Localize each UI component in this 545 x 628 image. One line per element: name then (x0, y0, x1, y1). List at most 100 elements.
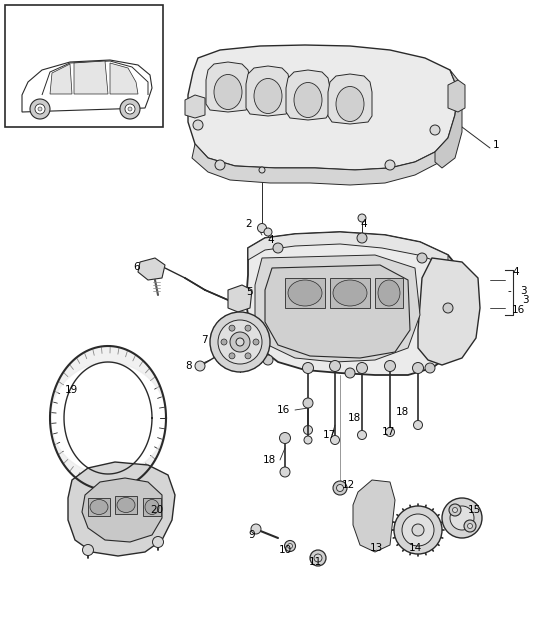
Polygon shape (255, 255, 420, 362)
Circle shape (251, 524, 261, 534)
Polygon shape (68, 462, 175, 556)
Ellipse shape (254, 78, 282, 114)
Circle shape (284, 541, 295, 551)
Circle shape (253, 339, 259, 345)
Ellipse shape (333, 280, 367, 306)
Ellipse shape (214, 75, 242, 109)
Circle shape (357, 233, 367, 243)
Polygon shape (138, 258, 165, 280)
Polygon shape (246, 232, 465, 375)
Text: 15: 15 (468, 505, 481, 515)
Text: 20: 20 (150, 505, 163, 515)
Circle shape (414, 421, 422, 430)
Ellipse shape (336, 87, 364, 121)
Circle shape (245, 353, 251, 359)
Polygon shape (74, 61, 108, 94)
Text: 12: 12 (342, 480, 355, 490)
Circle shape (425, 363, 435, 373)
Polygon shape (286, 70, 330, 120)
Circle shape (245, 325, 251, 331)
Circle shape (468, 524, 473, 529)
Polygon shape (110, 63, 138, 94)
Circle shape (193, 120, 203, 130)
Polygon shape (206, 62, 250, 112)
Text: 16: 16 (277, 405, 290, 415)
Text: 13: 13 (370, 543, 383, 553)
Circle shape (330, 435, 340, 445)
Circle shape (263, 355, 273, 365)
Circle shape (288, 543, 293, 548)
Polygon shape (192, 144, 440, 185)
Circle shape (330, 360, 341, 372)
Circle shape (394, 506, 442, 554)
Ellipse shape (90, 499, 108, 514)
Circle shape (356, 362, 367, 374)
Circle shape (210, 312, 270, 372)
Polygon shape (185, 95, 205, 118)
Text: 16: 16 (512, 305, 525, 315)
Circle shape (450, 506, 474, 530)
Circle shape (345, 368, 355, 378)
Circle shape (229, 325, 235, 331)
Circle shape (314, 554, 322, 562)
Bar (88, 498, 110, 516)
Circle shape (221, 339, 227, 345)
Circle shape (412, 524, 424, 536)
Polygon shape (188, 45, 458, 170)
Polygon shape (22, 60, 152, 112)
Polygon shape (353, 480, 395, 552)
Circle shape (82, 544, 94, 556)
Text: 3: 3 (520, 286, 526, 296)
Text: 3: 3 (522, 295, 529, 305)
Text: 19: 19 (65, 385, 78, 395)
Polygon shape (328, 74, 372, 124)
Bar (143, 498, 161, 516)
Bar (375, 278, 403, 308)
Circle shape (417, 253, 427, 263)
Circle shape (218, 320, 262, 364)
Text: -: - (507, 286, 511, 296)
Text: 14: 14 (408, 543, 422, 553)
Circle shape (38, 107, 42, 111)
Circle shape (304, 426, 312, 435)
Text: 17: 17 (323, 430, 336, 440)
Circle shape (35, 104, 45, 114)
Circle shape (229, 353, 235, 359)
Text: 4: 4 (360, 219, 367, 229)
Text: 7: 7 (201, 335, 208, 345)
Circle shape (259, 167, 265, 173)
Text: 18: 18 (396, 407, 409, 417)
Text: 4: 4 (512, 267, 519, 277)
Circle shape (125, 104, 135, 114)
Text: 4: 4 (267, 235, 274, 245)
Text: 8: 8 (185, 361, 192, 371)
Ellipse shape (145, 499, 159, 514)
Circle shape (195, 361, 205, 371)
Circle shape (442, 498, 482, 538)
Text: 2: 2 (245, 219, 252, 229)
Circle shape (333, 481, 347, 495)
Polygon shape (228, 285, 252, 312)
Text: 10: 10 (278, 545, 292, 555)
Polygon shape (448, 80, 465, 112)
Circle shape (430, 125, 440, 135)
Circle shape (215, 160, 225, 170)
Circle shape (336, 484, 343, 492)
Circle shape (304, 436, 312, 444)
Text: 18: 18 (263, 455, 276, 465)
Circle shape (443, 303, 453, 313)
Circle shape (413, 362, 423, 374)
Polygon shape (265, 265, 410, 358)
Circle shape (30, 99, 50, 119)
Text: 1: 1 (493, 140, 500, 150)
Polygon shape (248, 232, 448, 265)
Circle shape (452, 507, 457, 512)
Bar (115, 496, 137, 514)
Circle shape (402, 514, 434, 546)
Text: 11: 11 (308, 557, 322, 567)
Circle shape (153, 536, 164, 548)
Circle shape (449, 504, 461, 516)
Ellipse shape (294, 82, 322, 117)
Circle shape (280, 433, 290, 443)
Polygon shape (50, 64, 72, 94)
